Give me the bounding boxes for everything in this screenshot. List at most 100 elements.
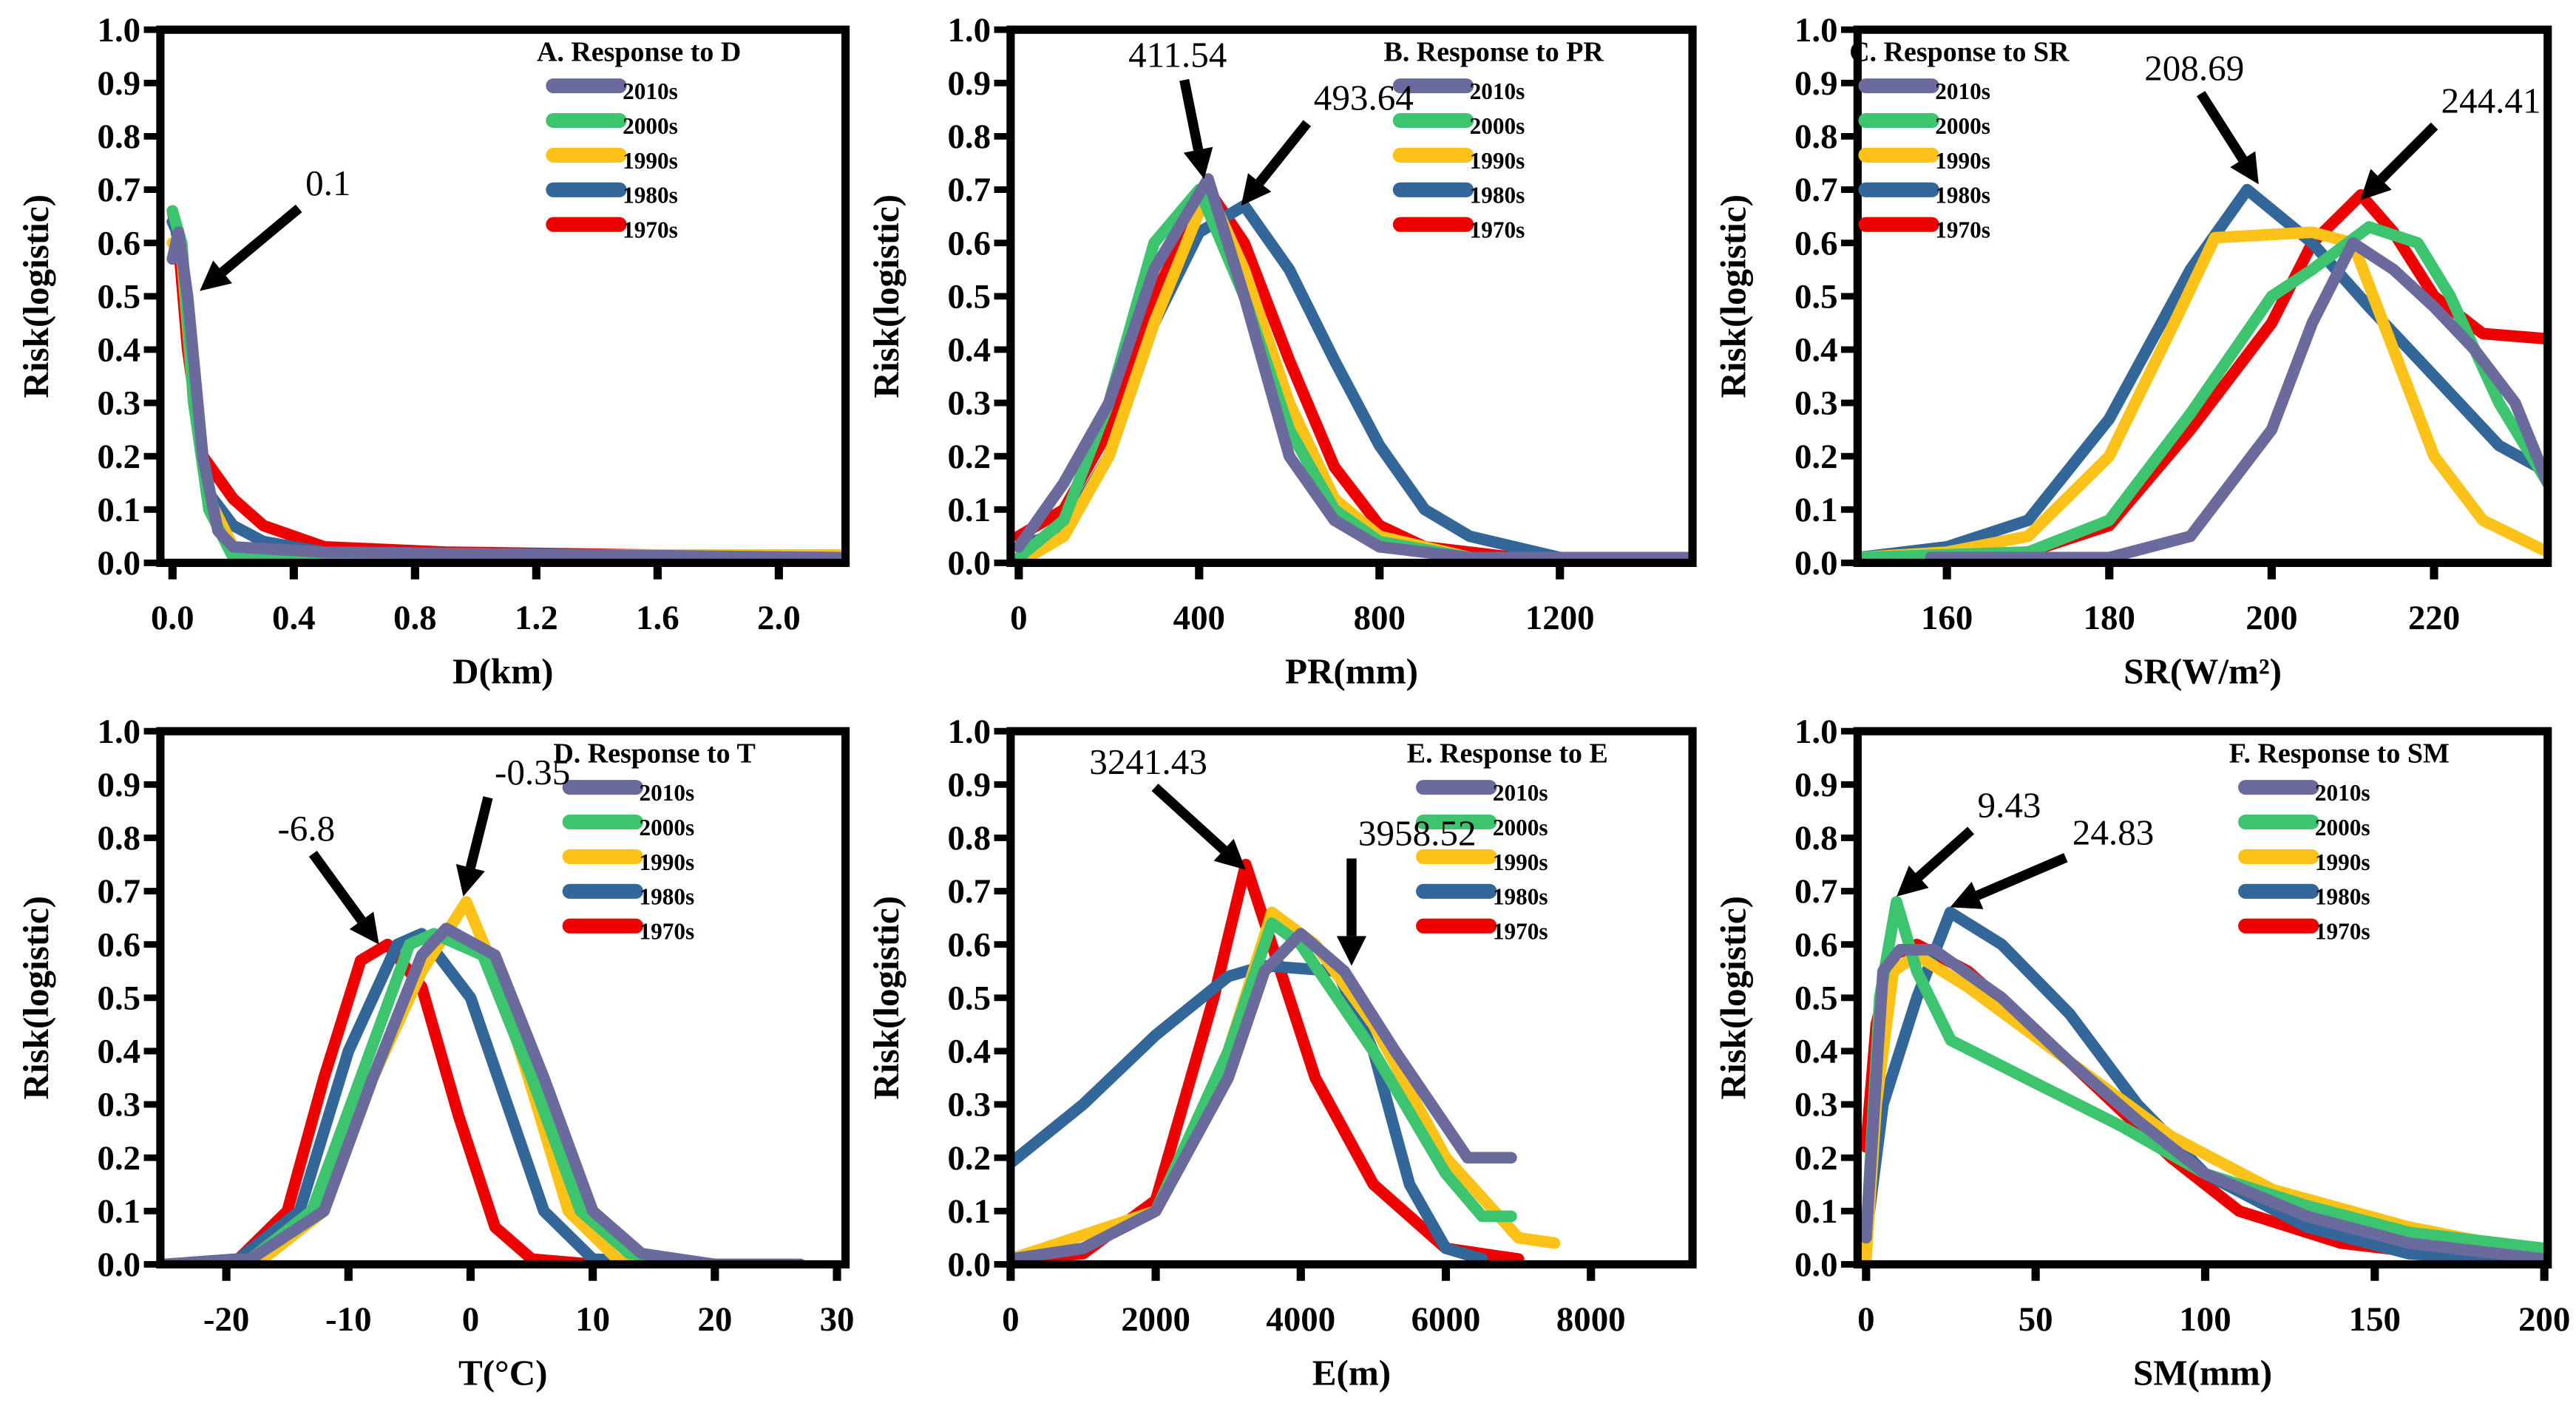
x-axis-title: D(km): [453, 650, 553, 691]
legend-label: 2000s: [623, 113, 678, 139]
x-tick-label: 0: [462, 1300, 479, 1339]
x-tick-label: -20: [203, 1300, 250, 1339]
series-group: [166, 205, 846, 563]
y-tick-label: 0.7: [98, 872, 141, 911]
annotation-arrow-head: [1213, 838, 1246, 870]
x-tick-label: 200: [2518, 1300, 2570, 1339]
legend-label: 1980s: [623, 183, 678, 208]
annotation-arrow-shaft: [1915, 826, 1975, 881]
y-tick-label: 0.0: [98, 544, 141, 582]
legend-label: 1980s: [2315, 884, 2370, 910]
x-tick-label: 1.2: [515, 599, 558, 637]
legend-label: 2010s: [639, 780, 694, 806]
y-tick-label: 0.5: [1794, 979, 1838, 1017]
legend-label: 2000s: [1935, 113, 1990, 139]
legend-label: 1970s: [2315, 919, 2370, 945]
y-axis-title: Risk(logistic): [1713, 194, 1754, 398]
legend-label: 1970s: [1935, 217, 1990, 243]
panel-e: 0.0 0.1 0.2 0.3 0.4 0.5 0.6 0.7 0.8 0.9 1.0 0 2000 40…: [866, 713, 1697, 1393]
legend-label: 2000s: [639, 815, 694, 840]
y-tick-label: 0.5: [947, 979, 991, 1017]
annotation-label: 493.64: [1314, 78, 1414, 118]
annotation-label: -0.35: [495, 752, 570, 792]
x-tick-label: 180: [2084, 599, 2135, 637]
legend-label: 1990s: [1935, 148, 1990, 174]
series-line-2000s: [1860, 896, 2548, 1254]
y-tick-label: 0.5: [98, 277, 141, 316]
y-tick-label: 0.4: [98, 1033, 141, 1071]
x-tick-label: 0.0: [151, 599, 194, 637]
series-group: [1860, 896, 2548, 1265]
x-tick-label: 1200: [1525, 599, 1595, 637]
legend-label: 1970s: [1470, 217, 1525, 243]
y-tick-label: 0.8: [947, 118, 991, 156]
series-line-1990s: [1857, 226, 2548, 563]
y-tick-label: 0.9: [98, 64, 141, 103]
panel-title: F. Response to SM: [2229, 738, 2450, 770]
series-line-2010s: [1012, 173, 1692, 563]
x-tick-label: 100: [2179, 1300, 2231, 1339]
series-line-2000s: [166, 205, 846, 563]
y-axis-title: Risk(logistic): [866, 194, 906, 398]
panel-f: 0.0 0.1 0.2 0.3 0.4 0.5 0.6 0.7 0.8 0.9 1.0 0 50 100 1…: [1713, 713, 2571, 1393]
x-tick-label: 4000: [1266, 1300, 1335, 1339]
y-tick-label: 0.2: [1794, 438, 1838, 476]
series-line-2010s: [1010, 928, 1517, 1265]
x-tick-label: 160: [1921, 599, 1973, 637]
annotation-arrow-head: [1336, 936, 1367, 966]
x-tick-label: 150: [2349, 1300, 2401, 1339]
legend-label: 1990s: [1470, 148, 1525, 174]
y-tick-label: 0.7: [1794, 872, 1838, 911]
panel-title: C. Response to SR: [1849, 37, 2070, 68]
y-tick-label: 0.4: [947, 1033, 991, 1071]
y-tick-label: 0.0: [1794, 544, 1838, 582]
series-line-1990s: [1860, 949, 2548, 1265]
x-tick-label: 6000: [1411, 1300, 1481, 1339]
series-line-2000s: [160, 928, 721, 1265]
series-group: [1010, 858, 1561, 1265]
annotation-arrow-shaft: [308, 850, 366, 924]
annotation-label: 244.41: [2441, 81, 2541, 121]
series-line-1990s: [166, 237, 846, 561]
annotation-label: 3958.52: [1358, 813, 1477, 854]
y-tick-label: 0.4: [1794, 331, 1838, 370]
legend-label: 1980s: [639, 884, 694, 910]
panel-d: 0.0 0.1 0.2 0.3 0.4 0.5 0.6 0.7 0.8 0.9 1.0 -20 -10 0…: [16, 713, 854, 1393]
y-tick-label: 1.0: [947, 11, 991, 50]
legend-label: 2000s: [1470, 113, 1525, 139]
x-axis-title: SR(W/m²): [2123, 650, 2282, 691]
y-tick-label: 0.7: [947, 872, 991, 911]
annotation-arrow-head: [1241, 173, 1272, 206]
panel-title: E. Response to E: [1407, 738, 1608, 770]
y-tick-label: 0.6: [1794, 925, 1838, 964]
legend-label: 2010s: [1493, 780, 1548, 806]
legend-label: 2010s: [623, 78, 678, 104]
legend-label: 1990s: [623, 148, 678, 174]
x-tick-label: 400: [1173, 599, 1225, 637]
x-tick-label: 20: [697, 1300, 732, 1339]
annotation-arrow-shaft: [1255, 120, 1312, 186]
y-tick-label: 0.4: [1794, 1033, 1838, 1071]
y-tick-label: 0.3: [98, 1086, 141, 1124]
y-tick-label: 0.2: [1794, 1139, 1838, 1178]
panel-c: 0.0 0.1 0.2 0.3 0.4 0.5 0.6 0.7 0.8 0.9 1.0 160 180 2…: [1713, 11, 2552, 691]
series-line-1980s: [1860, 906, 2548, 1265]
series-line-2000s: [1857, 221, 2548, 563]
plot-frame: [1006, 727, 1697, 1269]
x-tick-label: 8000: [1556, 1300, 1626, 1339]
y-tick-label: 0.8: [947, 819, 991, 857]
annotation-arrow-shaft: [1975, 853, 2068, 900]
legend-label: 2000s: [1493, 815, 1548, 840]
x-tick-label: 800: [1354, 599, 1406, 637]
y-axis-title: Risk(logistic): [16, 896, 56, 1100]
annotation-label: 0.1: [305, 163, 350, 203]
y-axis-title: Risk(logistic): [866, 896, 906, 1100]
y-tick-label: 0.3: [947, 1086, 991, 1124]
legend-label: 1970s: [639, 919, 694, 945]
x-tick-label: 10: [575, 1300, 610, 1339]
y-tick-label: 0.3: [1794, 384, 1838, 423]
series-line-1970s: [166, 205, 846, 563]
annotation-label: 208.69: [2144, 48, 2244, 89]
annotation-label: 3241.43: [1089, 741, 1207, 782]
